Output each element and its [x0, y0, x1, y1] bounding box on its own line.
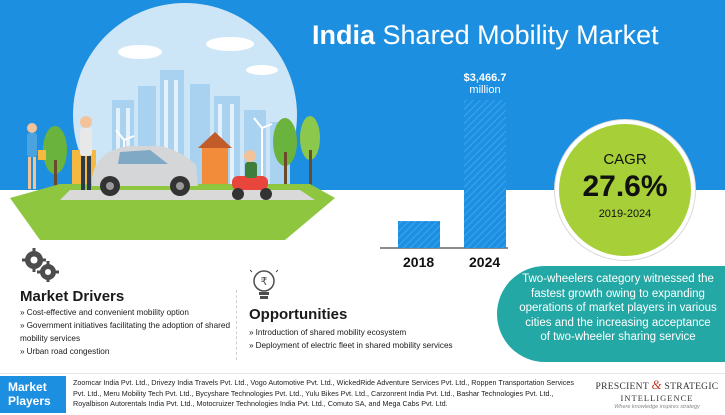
list-item: » Government initiatives facilitating the…	[20, 321, 231, 343]
market-players-tag: Market Players	[0, 376, 66, 413]
cagr-value: 27.6%	[582, 170, 668, 203]
drivers-title: Market Drivers	[20, 288, 125, 305]
drivers-list: » Cost-effective and convenient mobility …	[20, 306, 232, 358]
scooter-rider	[232, 150, 272, 200]
x-tick-2024: 2024	[469, 254, 501, 270]
tree	[273, 118, 297, 166]
bar-2024	[464, 100, 506, 248]
clouds	[118, 37, 278, 75]
svg-text:₹: ₹	[261, 275, 268, 288]
section-divider	[236, 290, 237, 360]
opportunities-title: Opportunities	[249, 306, 348, 323]
insight-box: Two-wheelers category witnessed the fast…	[497, 266, 725, 362]
bar-chart	[380, 100, 508, 249]
list-item: » Cost-effective and convenient mobility …	[20, 308, 189, 317]
person-woman	[27, 123, 46, 189]
bar-2018	[398, 221, 440, 248]
cagr-label: CAGR	[603, 151, 647, 168]
car	[92, 146, 198, 196]
x-tick-2018: 2018	[403, 254, 435, 270]
list-item: » Urban road congestion	[20, 347, 110, 356]
cagr-badge: CAGR 27.6% 2019-2024	[555, 120, 695, 260]
cagr-period: 2019-2024	[598, 208, 652, 220]
house-orange	[202, 146, 228, 186]
page-title: India Shared Mobility Market	[312, 20, 659, 50]
market-players-text: Zoomcar India Pvt. Ltd., Drivezy India T…	[73, 378, 574, 408]
gears-icon	[22, 248, 59, 282]
lightbulb-rupee-icon: ₹	[250, 269, 278, 299]
opportunities-list: » Introduction of shared mobility ecosyst…	[249, 326, 499, 352]
bar-label-2018: $630.7 million	[402, 193, 436, 218]
list-item: » Deployment of electric fleet in shared …	[249, 341, 453, 350]
company-logo: PRESCIENT & STRATEGIC INTELLIGENCE Where…	[595, 377, 719, 410]
insight-text: Two-wheelers category witnessed the fast…	[519, 273, 717, 343]
footer	[0, 373, 725, 415]
tree	[43, 126, 67, 174]
person-man	[80, 116, 92, 190]
bar-label-2024: $3,466.7 million	[463, 72, 507, 96]
city-illustration	[10, 3, 335, 240]
list-item: » Introduction of shared mobility ecosyst…	[249, 328, 407, 337]
